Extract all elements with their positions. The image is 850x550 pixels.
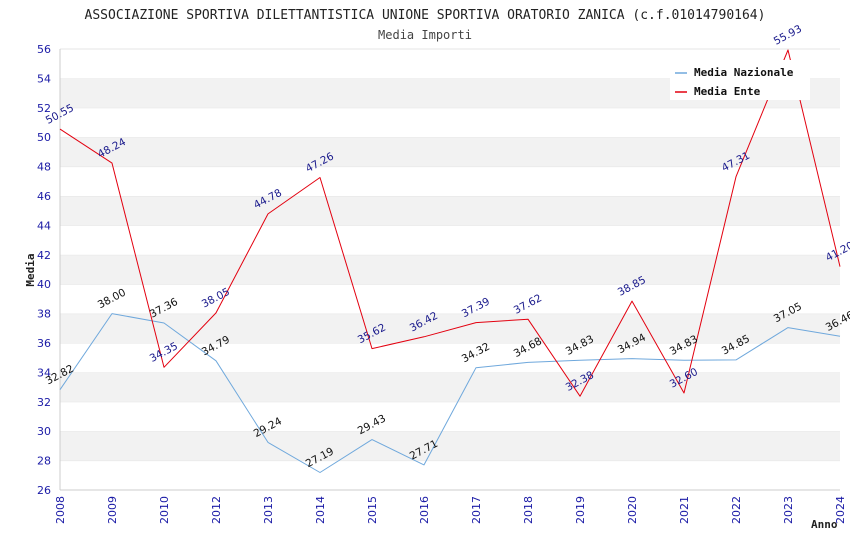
grid-band	[60, 343, 840, 373]
grid-band	[60, 313, 840, 343]
y-tick-label: 52	[37, 102, 51, 115]
x-tick-label: 2021	[678, 496, 691, 524]
y-tick-label: 34	[37, 366, 51, 379]
x-tick-label: 2024	[834, 496, 847, 524]
y-tick-label: 28	[37, 455, 51, 468]
series-line-media-nazionale	[59, 313, 841, 473]
grid-band	[60, 196, 840, 226]
x-tick-label: 2023	[782, 496, 795, 524]
x-tick-label: 2020	[626, 496, 639, 524]
grid-band	[60, 431, 840, 461]
grid-band	[60, 225, 840, 255]
x-tick-label: 2015	[366, 496, 379, 524]
y-tick-label: 56	[37, 43, 51, 56]
x-axis-label: Anno	[811, 518, 838, 531]
x-tick-label: 2019	[574, 496, 587, 524]
legend-label-media-nazionale: Media Nazionale	[694, 66, 794, 79]
y-axis-ticks: 26 28 30 32 34 36 38 40 42 44 46 48 50 52 54 56	[37, 43, 51, 497]
y-tick-label: 54	[37, 72, 51, 85]
series-group	[59, 49, 841, 473]
legend-label-media-ente: Media Ente	[694, 85, 761, 98]
grid-band	[60, 372, 840, 402]
chart-subtitle: Media Importi	[378, 28, 472, 42]
y-tick-label: 32	[37, 396, 51, 409]
grid-band	[60, 107, 840, 138]
y-tick-label: 42	[37, 249, 51, 262]
y-tick-label: 26	[37, 484, 51, 497]
legend-box	[670, 60, 810, 100]
chart-title: ASSOCIAZIONE SPORTIVA DILETTANTISTICA UN…	[85, 8, 766, 23]
x-tick-label: 2010	[158, 496, 171, 524]
x-tick-label: 2016	[418, 496, 431, 524]
grid-band	[60, 254, 840, 285]
x-tick-label: 2012	[210, 496, 223, 524]
grid-band	[60, 137, 840, 167]
y-tick-label: 46	[37, 190, 51, 203]
series-line-media-ente	[59, 49, 841, 397]
grid-band	[60, 166, 840, 196]
y-tick-label: 38	[37, 308, 51, 321]
legend: Media Nazionale Media Ente	[670, 60, 810, 100]
x-tick-label: 2017	[470, 496, 483, 524]
x-tick-label: 2022	[730, 496, 743, 524]
y-tick-label: 36	[37, 337, 51, 350]
x-tick-label: 2013	[262, 496, 275, 524]
y-tick-label: 50	[37, 131, 51, 144]
grid-band	[60, 460, 840, 490]
y-tick-label: 30	[37, 425, 51, 438]
y-tick-label: 44	[37, 219, 51, 232]
x-tick-label: 2009	[106, 496, 119, 524]
y-tick-label: 48	[37, 161, 51, 174]
x-tick-label: 2014	[314, 496, 327, 524]
grid-bands	[60, 48, 840, 490]
y-axis-label: Media	[24, 253, 37, 286]
x-axis-ticks: 2008 2009 2010 2012 2013 2014 2015 2016 2017 2018…	[54, 496, 847, 524]
x-tick-label: 2008	[54, 496, 67, 524]
x-tick-label: 2018	[522, 496, 535, 524]
grid-band	[60, 284, 840, 314]
y-tick-label: 40	[37, 278, 51, 291]
